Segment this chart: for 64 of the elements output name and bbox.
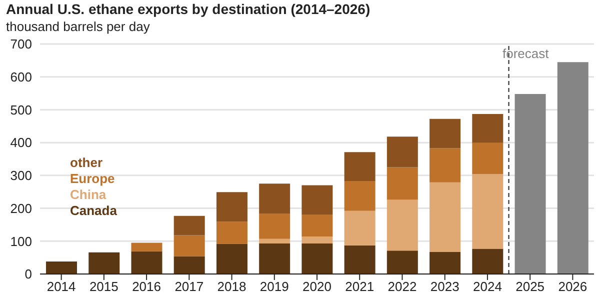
- bar: [344, 210, 376, 246]
- x-tick-label: 2017: [174, 279, 204, 294]
- y-tick-label: 100: [10, 234, 32, 249]
- bar: [174, 256, 205, 274]
- y-axis-title: thousand barrels per day: [6, 19, 150, 34]
- bar: [386, 250, 418, 274]
- bar: [174, 235, 205, 256]
- bar: [430, 252, 461, 274]
- bar: [386, 136, 418, 168]
- bar: [302, 236, 333, 244]
- x-tick-label: 2019: [260, 279, 289, 294]
- bar: [302, 185, 333, 215]
- bar: [259, 214, 290, 239]
- x-tick-label: 2020: [302, 279, 332, 294]
- bar: [259, 238, 290, 244]
- chart-title: Annual U.S. ethane exports by destination (2014–2026): [6, 1, 370, 17]
- bar: [131, 242, 162, 252]
- bar: [216, 222, 248, 244]
- y-tick-label: 0: [24, 266, 32, 282]
- bar: [344, 152, 376, 182]
- y-tick-label: 400: [10, 135, 32, 150]
- bar: [430, 148, 461, 182]
- x-tick-label: 2021: [345, 279, 374, 294]
- x-tick-label: 2016: [132, 279, 161, 294]
- bar: [216, 192, 248, 222]
- x-tick-label: 2014: [46, 279, 76, 294]
- bar: [302, 243, 333, 274]
- bar: [88, 252, 120, 274]
- bar: [259, 184, 290, 214]
- x-tick-label: 2025: [516, 279, 545, 294]
- x-tick-label: 2015: [89, 279, 118, 294]
- bar: [174, 216, 205, 236]
- x-tick-label: 2026: [558, 279, 588, 294]
- bar: [472, 142, 504, 174]
- x-tick-label: 2023: [430, 279, 460, 294]
- x-tick-label: 2024: [473, 279, 502, 294]
- y-tick-label: 700: [10, 36, 32, 52]
- bar: [386, 167, 418, 200]
- bar: [472, 114, 504, 143]
- bar: [472, 174, 504, 249]
- bar: [344, 245, 376, 274]
- bar: [259, 243, 290, 274]
- y-tick-label: 200: [10, 200, 32, 216]
- y-tick-label: 600: [10, 69, 32, 84]
- bar: [557, 62, 588, 274]
- bar: [131, 251, 162, 274]
- bar: [302, 214, 333, 237]
- bar: [472, 248, 504, 274]
- y-tick-label: 300: [10, 168, 32, 184]
- bar: [216, 244, 248, 274]
- bar: [430, 182, 461, 252]
- y-tick-label: 500: [10, 102, 32, 118]
- bar: [46, 262, 77, 274]
- text: Europe: [70, 171, 116, 187]
- bar: [386, 200, 418, 251]
- x-tick-label: 2022: [388, 279, 417, 294]
- text: other: [70, 155, 104, 171]
- text: China: [70, 187, 108, 203]
- bar: [430, 118, 461, 148]
- x-tick-label: 2018: [217, 279, 246, 294]
- ref-line-label: forecast: [502, 46, 550, 62]
- text: Canada: [70, 203, 117, 219]
- bar: [344, 181, 376, 211]
- bar: [514, 94, 546, 274]
